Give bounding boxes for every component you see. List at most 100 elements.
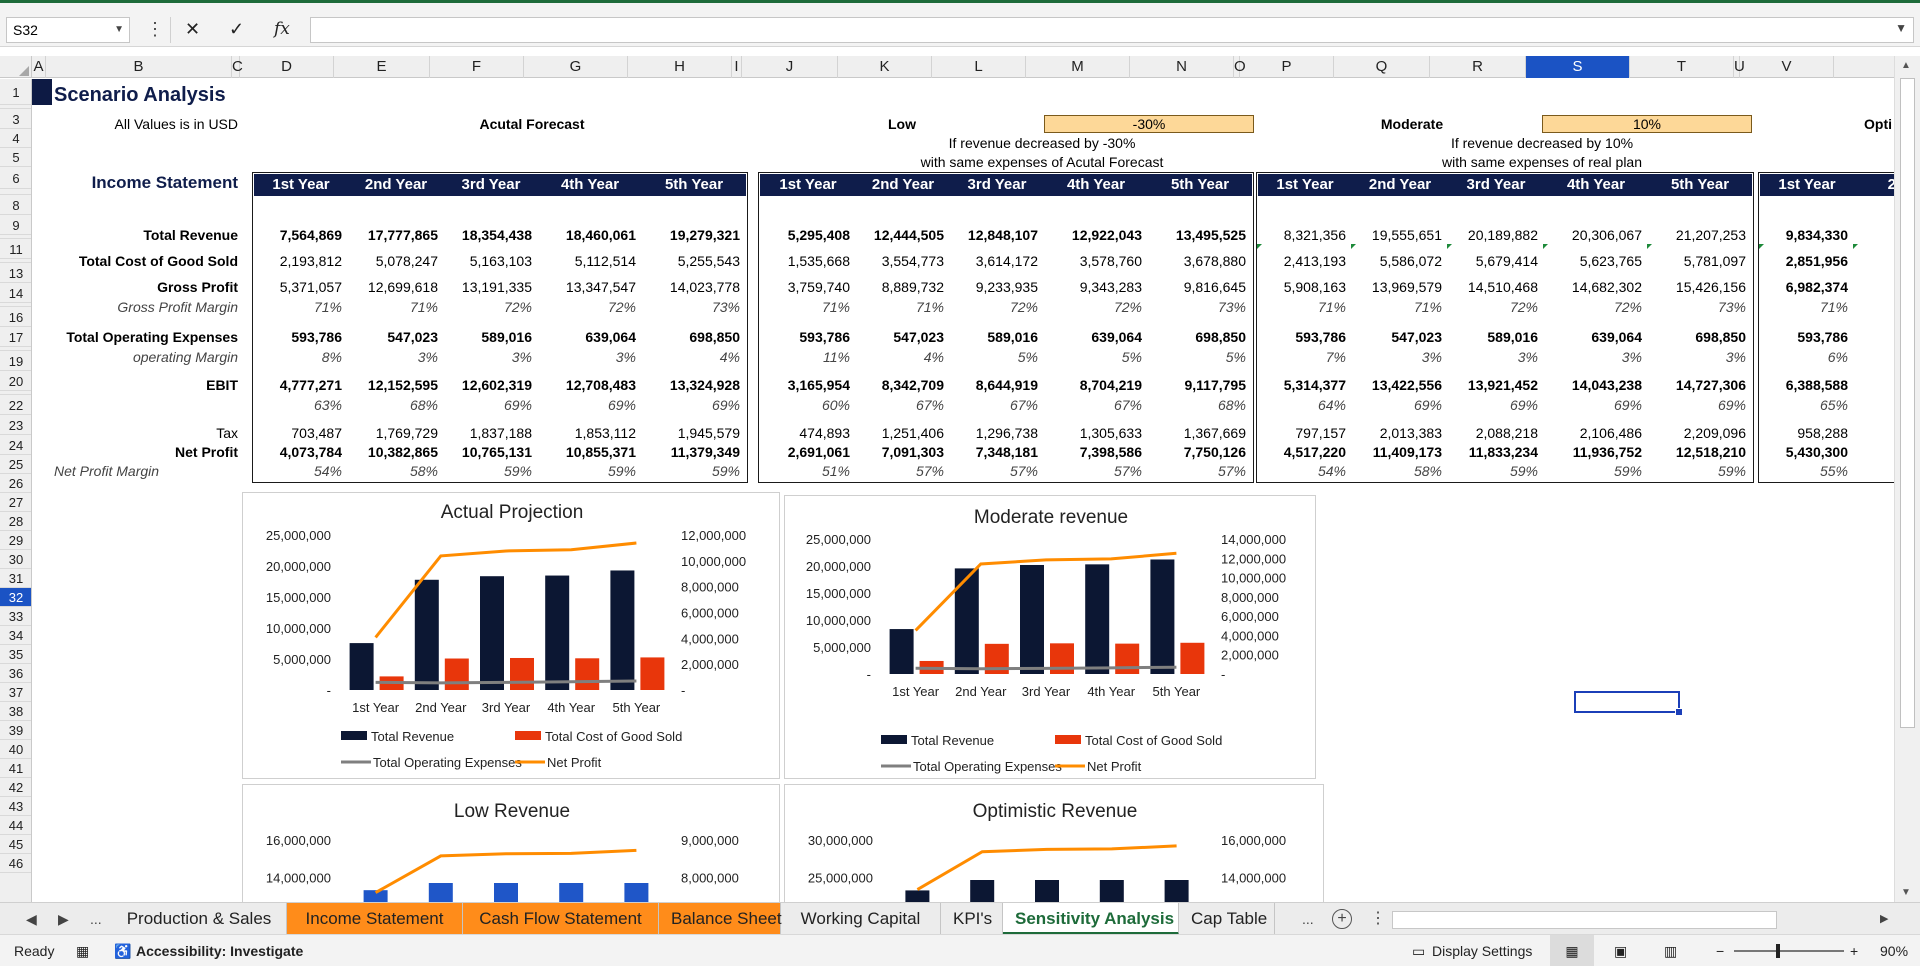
value-moderate-tax[interactable]: 2,106,486 [1579,425,1642,441]
value-low-net-profit-margin[interactable]: 57% [1113,463,1142,479]
zoom-level[interactable]: 90% [1880,943,1909,959]
row-header-37[interactable]: 37 [0,683,31,702]
value-moderate-net-profit-margin[interactable]: 59% [1717,463,1746,479]
column-header-l[interactable]: L [932,56,1026,78]
value-low-total-cogs[interactable]: 3,614,172 [975,253,1038,269]
row-header-2[interactable]: 2 [0,105,31,109]
line-net-profit[interactable] [374,541,637,639]
value-low-net-profit-margin[interactable]: 51% [821,463,850,479]
vertical-scrollbar[interactable]: ▲ ▼ [1894,56,1920,902]
value-actual-gross-profit-margin[interactable]: 72% [503,299,532,315]
value-actual-net-profit[interactable]: 10,855,371 [565,444,636,460]
row-header-15[interactable]: 15 [0,303,31,307]
value-optimistic-total-revenue[interactable]: 23,1 [1854,226,1894,244]
moderate-percent-input[interactable]: 10% [1542,115,1752,133]
value-actual-net-profit[interactable]: 10,765,131 [461,444,532,460]
display-settings-icon[interactable]: ▭ [1412,943,1426,959]
value-low-gross-profit[interactable]: 9,816,645 [1183,279,1246,295]
low-percent-input[interactable]: -30% [1044,115,1254,133]
chart-actual-projection[interactable]: Actual Projection 25,000,000 20,000,000 15,… [242,492,780,779]
value-actual-tax[interactable]: 1,853,112 [574,425,636,441]
value-actual-total-revenue[interactable]: 18,460,061 [565,227,636,243]
line-net-profit[interactable] [916,844,1177,891]
value-moderate-ebit[interactable]: 13,921,452 [1467,377,1538,393]
value-low-tax[interactable]: 1,251,406 [881,425,944,441]
value-actual-operating-margin[interactable]: 3% [511,349,532,365]
row-header-18[interactable]: 18 [0,347,31,351]
value-actual-total-revenue[interactable]: 19,279,321 [669,227,740,243]
value-low-total-cogs[interactable]: 3,578,760 [1079,253,1142,269]
value-low-total-revenue[interactable]: 13,495,525 [1175,227,1246,243]
value-actual-total-opex[interactable]: 639,064 [585,329,636,345]
row-header-38[interactable]: 38 [0,702,31,721]
value-optimistic-ebit-margin[interactable]: 65% [1819,397,1848,413]
normal-view-icon[interactable]: ▦ [1550,935,1594,966]
bar-total-revenue[interactable] [363,890,388,902]
value-moderate-net-profit-margin[interactable]: 54% [1317,463,1346,479]
column-header-j[interactable]: J [742,56,838,78]
scroll-thumb[interactable] [1900,78,1915,728]
row-header-41[interactable]: 41 [0,759,31,778]
value-low-total-revenue[interactable]: 5,295,408 [787,227,850,243]
selected-cell[interactable] [1574,691,1683,716]
value-moderate-gross-profit[interactable]: 5,908,163 [1283,279,1346,295]
value-optimistic-net-profit-margin[interactable]: 55% [1819,463,1848,479]
value-low-total-opex[interactable]: 698,850 [1195,329,1246,345]
column-header-a[interactable]: A [32,56,46,78]
value-actual-ebit-margin[interactable]: 69% [607,397,636,413]
row-header-30[interactable]: 30 [0,550,31,569]
value-moderate-net-profit[interactable]: 11,936,752 [1572,444,1642,460]
tab-income-statement[interactable]: Income Statement [287,903,463,935]
add-sheet-icon[interactable]: + [1332,909,1352,929]
bar-total-revenue[interactable] [545,575,570,690]
bar-total-revenue[interactable] [1150,559,1175,674]
row-header-8[interactable]: 8 [0,195,31,215]
tab-balance-sheet[interactable]: Balance Sheet [659,903,782,935]
value-actual-gross-profit-margin[interactable]: 73% [711,299,740,315]
value-low-ebit[interactable]: 8,704,219 [1079,377,1142,393]
value-moderate-net-profit[interactable]: 12,518,210 [1675,444,1746,460]
column-header-n[interactable]: N [1130,56,1234,78]
value-moderate-net-profit[interactable]: 4,517,220 [1283,444,1346,460]
value-actual-ebit[interactable]: 12,152,595 [367,377,438,393]
value-actual-net-profit[interactable]: 11,379,349 [670,444,740,460]
value-low-operating-margin[interactable]: 5% [1225,349,1246,365]
value-actual-tax[interactable]: 703,487 [291,425,342,441]
value-moderate-ebit-margin[interactable]: 69% [1509,397,1538,413]
value-moderate-total-revenue[interactable]: 20,306,067 [1571,227,1642,243]
value-low-total-revenue[interactable]: 12,444,505 [873,227,944,243]
value-actual-ebit-margin[interactable]: 69% [503,397,532,413]
value-actual-ebit[interactable]: 12,708,483 [565,377,636,393]
value-moderate-operating-margin[interactable]: 7% [1325,349,1346,365]
bar-total-revenue[interactable] [970,880,995,902]
row-header-29[interactable]: 29 [0,531,31,550]
row-header-27[interactable]: 27 [0,493,31,512]
cancel-icon[interactable]: ✕ [185,19,201,39]
value-moderate-total-revenue[interactable]: 8,321,356 [1283,227,1346,243]
value-moderate-total-cogs[interactable]: 5,679,414 [1475,253,1538,269]
value-moderate-ebit[interactable]: 13,422,556 [1371,377,1442,393]
row-header-3[interactable]: 3 [0,109,31,129]
row-header-28[interactable]: 28 [0,512,31,531]
column-header-u[interactable]: U [1734,56,1745,78]
value-low-operating-margin[interactable]: 4% [923,349,944,365]
value-actual-net-profit-margin[interactable]: 59% [503,463,532,479]
value-moderate-total-revenue[interactable]: 19,555,651 [1371,227,1442,243]
bar-total-revenue[interactable] [889,629,914,674]
value-actual-tax[interactable]: 1,837,188 [469,425,532,441]
accessibility-icon[interactable]: ♿ [114,943,132,959]
value-moderate-net-profit-margin[interactable]: 58% [1413,463,1442,479]
value-low-ebit[interactable]: 8,342,709 [881,377,944,393]
row-header-31[interactable]: 31 [0,569,31,588]
column-header-r[interactable]: R [1430,56,1526,78]
column-header-c[interactable]: C [232,56,243,78]
value-actual-gross-profit[interactable]: 12,699,618 [367,279,438,295]
column-header-m[interactable]: M [1026,56,1130,78]
value-optimistic-total-cogs[interactable]: 2,851,956 [1785,253,1848,269]
value-moderate-gross-profit[interactable]: 15,426,156 [1675,279,1746,295]
value-actual-net-profit[interactable]: 4,073,784 [279,444,342,460]
value-moderate-gross-profit-margin[interactable]: 72% [1613,299,1642,315]
tab-working-capital[interactable]: Working Capital [781,903,941,935]
zoom-in-icon[interactable]: + [1850,943,1859,959]
value-moderate-ebit-margin[interactable]: 69% [1717,397,1746,413]
